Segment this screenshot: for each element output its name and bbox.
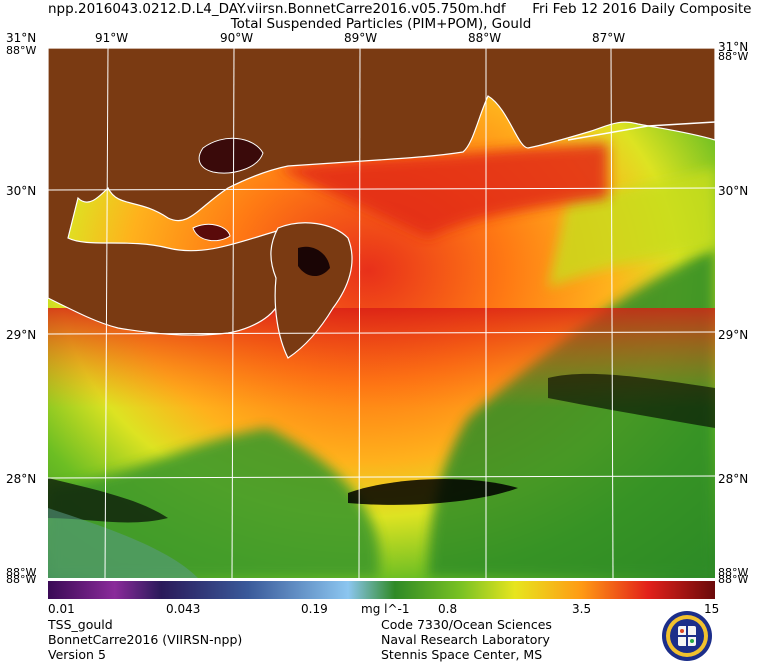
cloud-mask-1 <box>48 478 168 523</box>
colorbar <box>48 581 715 599</box>
colorbar-tick-3: 0.8 <box>438 602 458 616</box>
lake-inland <box>192 223 231 242</box>
lon-label-91: 91°W <box>95 31 129 45</box>
footer-version: Version 5 <box>48 647 106 662</box>
header-date: Fri Feb 12 2016 Daily Composite <box>532 1 752 17</box>
lon-label-88: 88°W <box>468 31 502 45</box>
colorbar-tick-5: 15 <box>704 602 720 616</box>
corner-label-tl-lon: 88°W <box>6 44 37 57</box>
navy-seal-icon <box>662 611 712 661</box>
corner-label-br2: 88°W <box>718 573 749 586</box>
cloud-mask-2 <box>348 478 518 505</box>
corner-label-bl: 88°W <box>6 566 37 579</box>
lat-label-28-right: 28°N <box>718 472 749 486</box>
colorbar-unit: mg l^-1 <box>361 602 410 616</box>
corner-label-top-left: 31°N <box>6 31 37 45</box>
graticule <box>48 48 715 578</box>
colorbar-tick-1: 0.043 <box>166 602 201 616</box>
header-filename-line: npp.2016043.0212.D.L4_DAY.viirsn.BonnetC… <box>48 2 751 16</box>
footer-location: Stennis Space Center, MS <box>381 647 543 662</box>
footer-right: Code 7330/Ocean Sciences Naval Research … <box>381 617 552 662</box>
corner-label-br: 88°W <box>718 566 749 579</box>
footer-code: Code 7330/Ocean Sciences <box>381 617 552 632</box>
lat-label-30-right: 30°N <box>718 184 749 198</box>
header-product: Total Suspended Particles (PIM+POM), Gou… <box>230 16 532 32</box>
footer-project: BonnetCarre2016 (VIIRSN-npp) <box>48 632 243 647</box>
lon-label-90: 90°W <box>220 31 254 45</box>
lat-label-29-right: 29°N <box>718 328 749 342</box>
cloud-mask-3 <box>548 373 715 428</box>
lon-label-87: 87°W <box>592 31 626 45</box>
header-filename: npp.2016043.0212.D.L4_DAY.viirsn.BonnetC… <box>48 1 506 17</box>
haze-southwest <box>48 508 198 578</box>
barrier-islands <box>567 121 715 141</box>
delta-marsh <box>298 246 330 277</box>
lat-label-29-left: 29°N <box>6 328 37 342</box>
colorbar-tick-2: 0.19 <box>301 602 328 616</box>
lon-label-89: 89°W <box>344 31 378 45</box>
lake-pontchartrain <box>198 137 264 174</box>
lat-label-28-left: 28°N <box>6 472 37 486</box>
mississippi-delta <box>270 222 353 359</box>
corner-label-top-right-lat: 31°N <box>718 40 749 54</box>
corner-label-tr-lon: 88°W <box>718 50 749 63</box>
tss-map[interactable] <box>48 48 715 578</box>
footer-product-code: TSS_gould <box>48 617 113 632</box>
corner-label-bl2: 88°W <box>6 573 37 586</box>
colorbar-tick-4: 3.5 <box>572 602 592 616</box>
lat-label-30-left: 30°N <box>6 184 37 198</box>
footer-left: TSS_gould BonnetCarre2016 (VIIRSN-npp) V… <box>48 617 242 662</box>
sound-turbid-band <box>278 143 608 238</box>
colorbar-tick-0: 0.01 <box>48 602 75 616</box>
footer-lab: Naval Research Laboratory <box>381 632 550 647</box>
